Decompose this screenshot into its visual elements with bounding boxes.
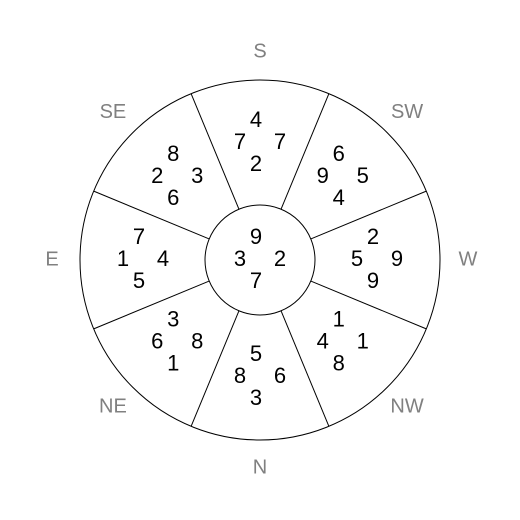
direction-label: SW: [391, 101, 423, 123]
sector-left: 9: [317, 163, 329, 188]
sector-top: 7: [133, 224, 145, 249]
direction-label: N: [253, 456, 267, 478]
sector-bottom: 2: [250, 151, 262, 176]
sector-right: 6: [274, 363, 286, 388]
sector-left: 7: [234, 129, 246, 154]
sector-right: 3: [191, 163, 203, 188]
sector-top: 4: [250, 107, 262, 132]
sector-bottom: 4: [333, 185, 345, 210]
sector-bottom: 6: [167, 185, 179, 210]
sector-bottom: 5: [133, 268, 145, 293]
sector-divider: [191, 94, 239, 209]
direction-label: S: [253, 40, 266, 62]
center-left: 3: [234, 246, 246, 271]
sector-top: 1: [333, 307, 345, 332]
direction-label: NE: [99, 395, 127, 417]
sector-bottom: 3: [250, 385, 262, 410]
sector-divider: [94, 191, 209, 239]
sector-right: 1: [357, 329, 369, 354]
sector-bottom: 1: [167, 351, 179, 376]
direction-label: SE: [100, 101, 127, 123]
sector-divider: [94, 281, 209, 329]
direction-label: W: [459, 248, 478, 270]
flying-star-chart: S4772SW6954W2599NW1418N5863NE3681E7145SE…: [0, 0, 520, 520]
sector-right: 4: [157, 246, 169, 271]
direction-label: NW: [390, 395, 423, 417]
sector-left: 6: [151, 329, 163, 354]
sector-left: 2: [151, 163, 163, 188]
sector-left: 4: [317, 329, 329, 354]
sector-right: 5: [357, 163, 369, 188]
direction-label: E: [45, 248, 58, 270]
sector-left: 5: [351, 246, 363, 271]
sector-top: 6: [333, 141, 345, 166]
center-bottom: 7: [250, 268, 262, 293]
inner-circle: [205, 205, 315, 315]
center-right: 2: [274, 246, 286, 271]
sector-top: 3: [167, 307, 179, 332]
sector-bottom: 8: [333, 351, 345, 376]
sector-top: 2: [367, 224, 379, 249]
sector-bottom: 9: [367, 268, 379, 293]
sector-right: 7: [274, 129, 286, 154]
sector-left: 8: [234, 363, 246, 388]
sector-left: 1: [117, 246, 129, 271]
sector-divider: [281, 94, 329, 209]
sector-top: 8: [167, 141, 179, 166]
center-top: 9: [250, 224, 262, 249]
sector-top: 5: [250, 341, 262, 366]
sector-right: 9: [391, 246, 403, 271]
sector-right: 8: [191, 329, 203, 354]
